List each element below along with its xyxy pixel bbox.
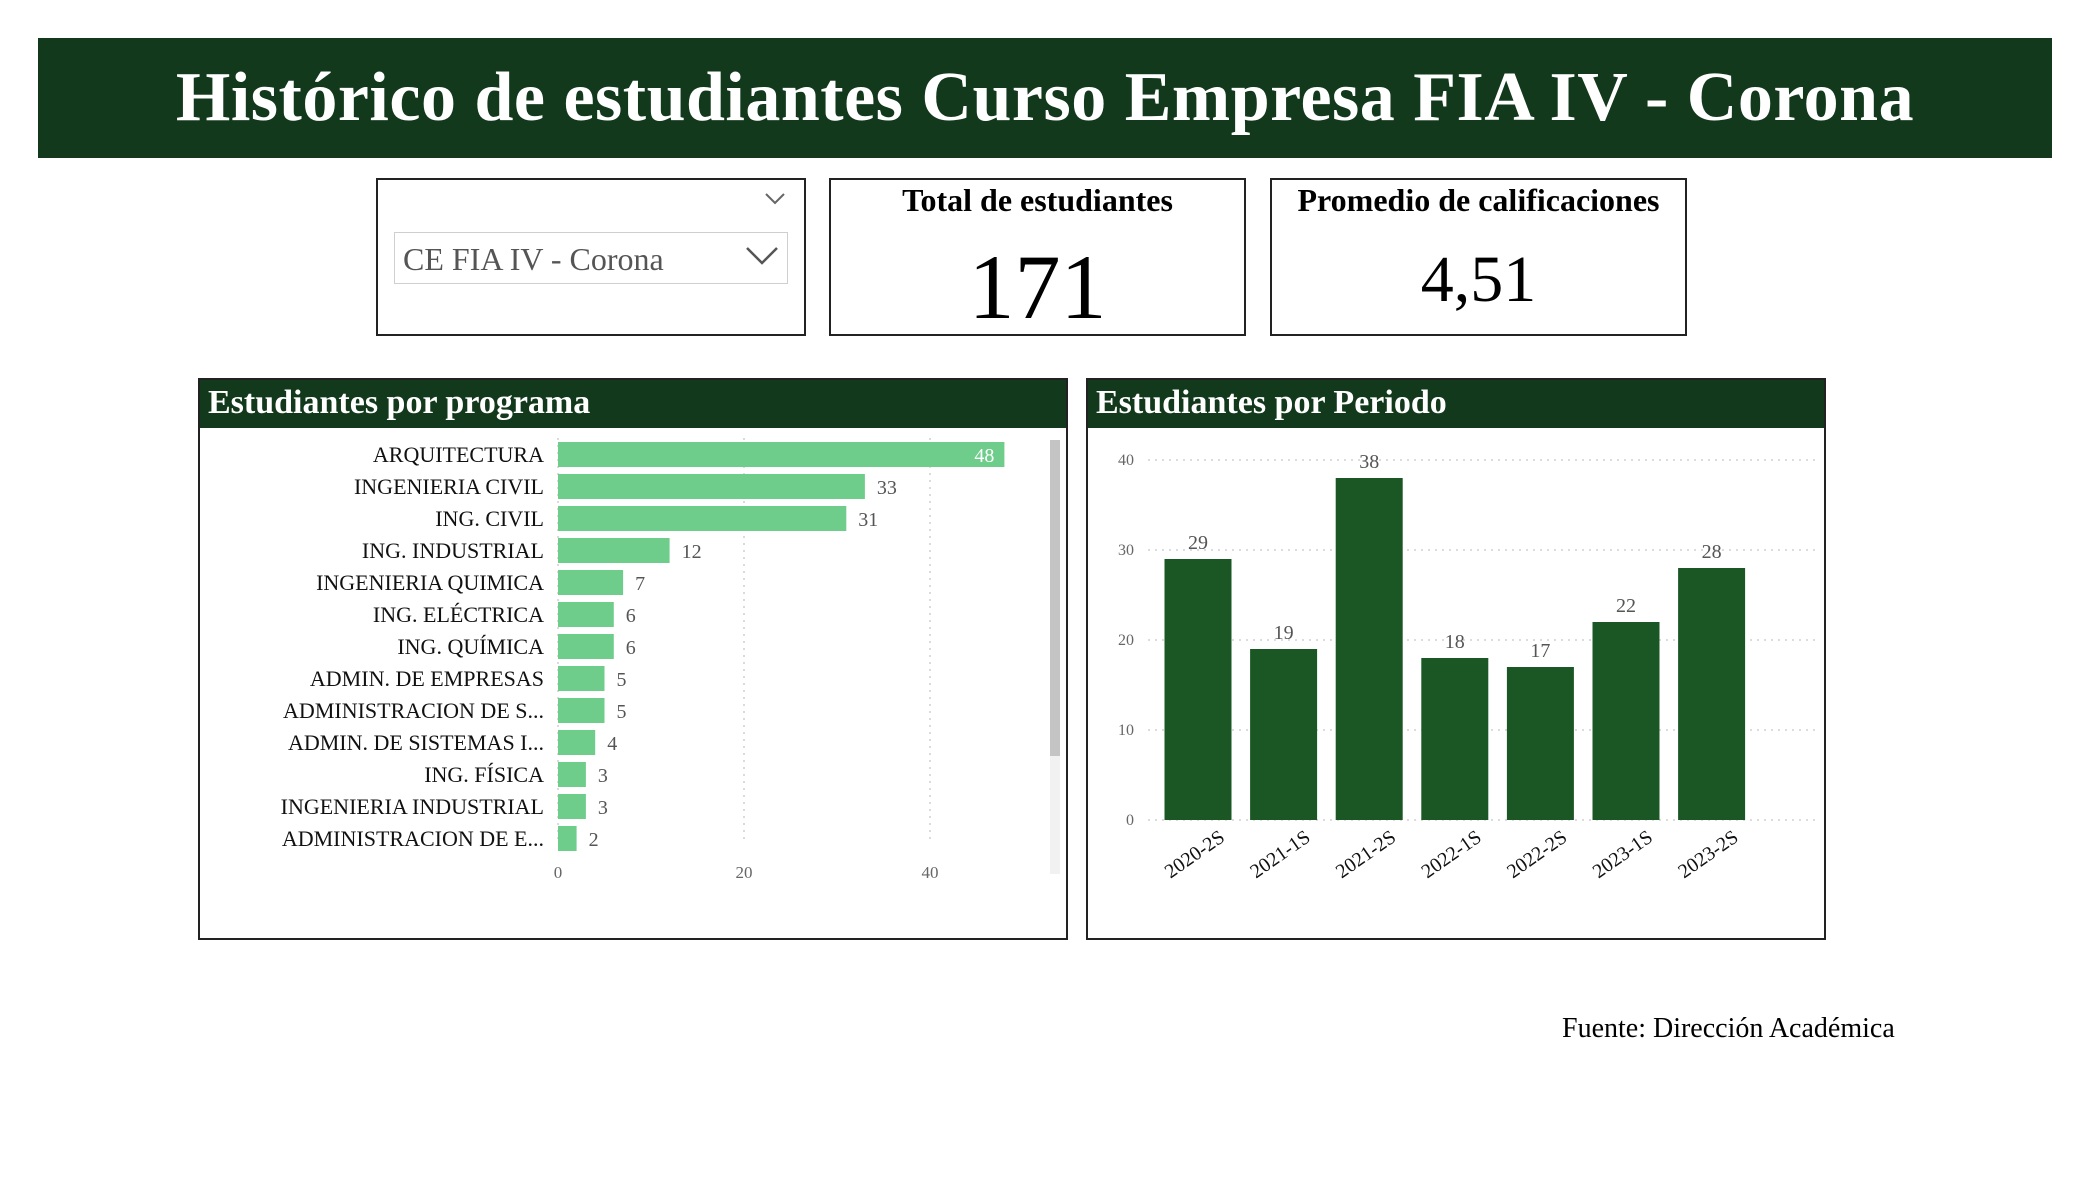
data-label: 5: [617, 701, 627, 723]
category-label: ADMIN. DE SISTEMAS I...: [288, 730, 544, 755]
bar[interactable]: [558, 506, 847, 531]
y-tick-label: 10: [1118, 722, 1134, 739]
average-grade-value: 4,51: [1420, 243, 1537, 316]
category-label: ADMINISTRACION DE E...: [282, 826, 544, 851]
y-tick-label: 30: [1118, 542, 1134, 559]
y-tick-label: 40: [1118, 452, 1134, 469]
x-tick-label: 20: [736, 863, 753, 882]
data-label: 17: [1530, 640, 1550, 662]
category-label: 2023-1S: [1589, 826, 1657, 883]
data-label: 3: [598, 797, 608, 819]
data-label: 6: [626, 637, 636, 659]
bar[interactable]: [1678, 568, 1746, 820]
source-note: Fuente: Dirección Académica: [1562, 1013, 1895, 1044]
total-students-value: 171: [968, 236, 1107, 338]
category-label: ARQUITECTURA: [373, 442, 544, 467]
data-label: 4: [607, 733, 617, 755]
bar[interactable]: [558, 730, 596, 755]
bar[interactable]: [558, 634, 614, 659]
students-by-program-title: Estudiantes por programa: [200, 380, 1066, 428]
x-tick-label: 40: [922, 863, 939, 882]
data-label: 12: [682, 541, 702, 563]
category-label: ING. INDUSTRIAL: [362, 538, 544, 563]
category-label: 2021-2S: [1332, 826, 1400, 883]
students-by-period-title: Estudiantes por Periodo: [1088, 380, 1824, 428]
data-label: 6: [626, 605, 636, 627]
slicer-selected-value: CE FIA IV - Corona: [403, 241, 664, 277]
scrollbar-thumb[interactable]: [1050, 440, 1060, 756]
data-label: 29: [1188, 532, 1208, 554]
y-tick-label: 20: [1118, 632, 1134, 649]
x-tick-label: 0: [554, 863, 563, 882]
data-label: 22: [1616, 595, 1636, 617]
category-label: 2022-1S: [1418, 826, 1486, 883]
bar[interactable]: [1164, 559, 1232, 820]
category-label: 2020-2S: [1161, 826, 1229, 883]
data-label: 19: [1274, 622, 1294, 644]
program-slicer[interactable]: CE FIA IV - Corona: [376, 178, 806, 336]
category-label: ING. FÍSICA: [424, 762, 544, 787]
data-label: 28: [1702, 541, 1722, 563]
bar[interactable]: [1250, 649, 1318, 820]
data-label: 2: [589, 829, 599, 851]
students-by-program-panel: Estudiantes por programa 0 20 40 ARQUITECTU…: [198, 378, 1068, 940]
bar[interactable]: [1506, 667, 1574, 820]
slicer-dropdown[interactable]: CE FIA IV - Corona: [394, 232, 788, 284]
category-label: 2021-1S: [1246, 826, 1314, 883]
bar[interactable]: [558, 442, 1005, 467]
students-by-period-chart: 0 10 20 30 40 29 2020-2S 19 2021-1S 38 2021-2S 18 20…: [1118, 451, 1816, 883]
page-title: Histórico de estudiantes Curso Empresa F…: [38, 38, 2052, 158]
bar[interactable]: [558, 538, 670, 563]
total-students-card: Total de estudiantes 171: [829, 178, 1246, 338]
bar[interactable]: [558, 570, 624, 595]
data-label: 31: [858, 509, 878, 531]
average-grade-label: Promedio de calificaciones: [1297, 182, 1660, 218]
data-label: 48: [974, 445, 994, 467]
students-by-period-panel: Estudiantes por Periodo 0 10 20 30 40 29 2020-…: [1086, 378, 1826, 940]
category-label: INGENIERIA INDUSTRIAL: [281, 794, 544, 819]
bar[interactable]: [558, 794, 586, 819]
data-label: 5: [617, 669, 627, 691]
chevron-down-icon[interactable]: [764, 192, 786, 211]
category-label: ING. CIVIL: [435, 506, 544, 531]
data-label: 3: [598, 765, 608, 787]
category-label: 2022-2S: [1503, 826, 1571, 883]
bar[interactable]: [558, 826, 577, 851]
bar[interactable]: [558, 602, 614, 627]
data-label: 18: [1445, 631, 1465, 653]
chevron-down-icon[interactable]: [745, 245, 779, 272]
category-label: ING. ELÉCTRICA: [373, 602, 544, 627]
bar[interactable]: [558, 698, 605, 723]
bar[interactable]: [1592, 622, 1660, 820]
bar[interactable]: [558, 474, 865, 499]
y-tick-label: 0: [1126, 812, 1134, 829]
data-label: 7: [635, 573, 645, 595]
category-label: INGENIERIA CIVIL: [354, 474, 544, 499]
bar[interactable]: [558, 762, 586, 787]
category-label: ING. QUÍMICA: [397, 634, 544, 659]
bar[interactable]: [1335, 478, 1403, 820]
category-label: ADMINISTRACION DE S...: [283, 698, 544, 723]
data-label: 38: [1359, 451, 1379, 473]
bar[interactable]: [1421, 658, 1489, 820]
bar[interactable]: [558, 666, 605, 691]
category-label: ADMIN. DE EMPRESAS: [310, 666, 544, 691]
total-students-label: Total de estudiantes: [902, 182, 1173, 218]
average-grade-card: Promedio de calificaciones 4,51: [1270, 178, 1687, 336]
category-label: 2023-2S: [1674, 826, 1742, 883]
category-label: INGENIERIA QUIMICA: [316, 570, 544, 595]
data-label: 33: [877, 477, 897, 499]
